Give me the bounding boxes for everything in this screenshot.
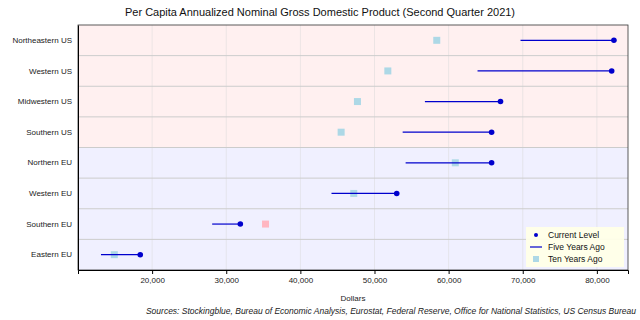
row-background: [78, 148, 628, 179]
row-separator: [78, 208, 628, 209]
five-years-line: [406, 162, 492, 163]
y-tick-label: Eastern EU: [31, 250, 72, 259]
current-marker: [609, 68, 615, 74]
y-axis: Northeastern US Western US Midwestern US So…: [12, 26, 78, 271]
grid: [78, 25, 628, 270]
x-tick-mark: [152, 270, 153, 274]
row-separator: [78, 178, 628, 179]
x-tick: 20,000: [140, 270, 165, 285]
y-tick: Northern EU: [28, 158, 78, 167]
legend-label: Five Years Ago: [548, 242, 605, 252]
x-tick: 70,000: [511, 270, 536, 285]
y-tick-label: Southern US: [26, 128, 72, 137]
ten-years-marker: [338, 129, 345, 136]
row-separator: [78, 116, 628, 117]
legend-label: Current Level: [548, 230, 599, 240]
y-axis-line: [78, 26, 79, 271]
current-marker: [498, 99, 504, 105]
y-tick-label: Southern EU: [26, 220, 72, 229]
legend: Current Level Five Years Ago Ten Years Ago: [526, 227, 624, 267]
source-note: Sources: Stockingblue, Bureau of Economi…: [146, 306, 636, 316]
x-axis-line: [79, 271, 629, 275]
row-separator: [78, 86, 628, 87]
plot: 20,000 30,000 40,000 50,000 60,000 70,000 80,0…: [12, 25, 628, 285]
ten-years-marker: [262, 221, 269, 228]
chart: 20,000 30,000 40,000 50,000 60,000 70,000 80,0…: [0, 0, 640, 320]
y-tick: Western US: [29, 66, 78, 75]
row-background: [78, 86, 628, 117]
x-tick: 80,000: [585, 270, 610, 285]
row-background: [78, 25, 628, 56]
ten-years-marker: [433, 37, 440, 44]
x-tick-mark: [300, 270, 301, 274]
x-axis: 20,000 30,000 40,000 50,000 60,000 70,000 80,0…: [79, 270, 629, 285]
current-marker: [137, 252, 143, 258]
x-tick-mark: [226, 270, 227, 274]
five-years-line: [425, 101, 501, 102]
x-axis-title: Dollars: [341, 294, 366, 303]
y-tick-label: Western US: [29, 66, 72, 75]
legend-symbol: [533, 256, 539, 262]
x-tick-mark: [374, 270, 375, 274]
x-tick: 50,000: [363, 270, 388, 285]
y-tick: Southern EU: [26, 220, 78, 229]
five-years-line: [403, 132, 492, 133]
five-years-line: [478, 70, 612, 71]
five-years-line: [521, 40, 614, 41]
y-tick: Western EU: [29, 189, 78, 198]
row-background: [78, 178, 628, 209]
legend-box: [526, 227, 624, 267]
x-tick-label: 30,000: [215, 276, 240, 285]
x-tick-mark: [597, 270, 598, 274]
y-tick: Southern US: [26, 128, 78, 137]
current-marker: [238, 221, 244, 227]
legend-label: Ten Years Ago: [548, 254, 603, 264]
x-tick-label: 60,000: [437, 276, 462, 285]
current-marker: [489, 129, 495, 135]
y-tick-label: Western EU: [29, 189, 72, 198]
x-tick-mark: [523, 270, 524, 274]
row-backgrounds: [78, 25, 628, 270]
y-tick: Eastern EU: [31, 250, 78, 259]
legend-symbol: [530, 246, 542, 247]
current-marker: [394, 191, 400, 197]
marks: [101, 37, 617, 258]
ten-years-marker: [354, 98, 361, 105]
x-tick: 60,000: [437, 270, 462, 285]
x-tick-label: 80,000: [585, 276, 610, 285]
row-background: [78, 117, 628, 148]
x-tick-label: 50,000: [363, 276, 388, 285]
y-tick: Northeastern US: [12, 36, 78, 45]
five-years-line: [332, 193, 397, 194]
y-tick: Midwestern US: [18, 97, 78, 106]
row-separator: [78, 55, 628, 56]
x-tick: 30,000: [215, 270, 240, 285]
ten-years-marker: [384, 67, 391, 74]
y-tick-label: Midwestern US: [18, 97, 72, 106]
y-tick-label: Northern EU: [28, 158, 73, 167]
title: Per Capita Annualized Nominal Gross Dome…: [125, 6, 515, 18]
legend-symbol: [534, 233, 538, 237]
x-tick-mark: [449, 270, 450, 274]
x-tick: 40,000: [289, 270, 314, 285]
row-separator: [78, 147, 628, 148]
plot-frame: [78, 25, 628, 270]
x-tick-label: 40,000: [289, 276, 314, 285]
row-background: [78, 56, 628, 87]
x-tick-label: 70,000: [511, 276, 536, 285]
five-years-line: [212, 223, 240, 224]
y-tick-label: Northeastern US: [12, 36, 72, 45]
current-marker: [611, 38, 617, 44]
five-years-line: [101, 254, 140, 255]
x-tick-label: 20,000: [140, 276, 165, 285]
current-marker: [489, 160, 495, 166]
